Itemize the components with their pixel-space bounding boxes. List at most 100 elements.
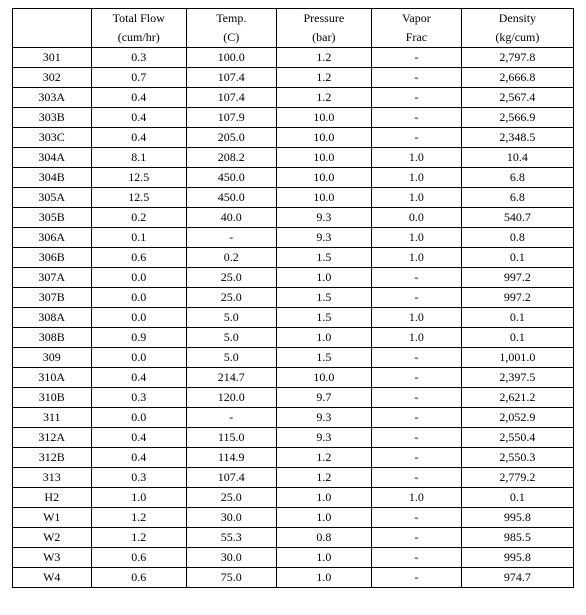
table-row: 306A0.1-9.31.00.8 bbox=[13, 228, 574, 248]
table-row: 305B0.240.09.30.0540.7 bbox=[13, 208, 574, 228]
cell-id: 307A bbox=[13, 268, 92, 288]
cell-den: 2,779.2 bbox=[461, 468, 573, 488]
table-row: 3020.7107.41.2-2,666.8 bbox=[13, 68, 574, 88]
cell-temp: 100.0 bbox=[186, 48, 276, 68]
cell-pres: 1.0 bbox=[276, 488, 371, 508]
cell-temp: 30.0 bbox=[186, 508, 276, 528]
table-row: 308B0.95.01.01.00.1 bbox=[13, 328, 574, 348]
cell-id: W1 bbox=[13, 508, 92, 528]
cell-id: 312B bbox=[13, 448, 92, 468]
cell-temp: 115.0 bbox=[186, 428, 276, 448]
cell-den: 0.1 bbox=[461, 308, 573, 328]
cell-den: 6.8 bbox=[461, 168, 573, 188]
cell-temp: 114.9 bbox=[186, 448, 276, 468]
cell-den: 10.4 bbox=[461, 148, 573, 168]
cell-temp: 450.0 bbox=[186, 188, 276, 208]
cell-temp: 55.3 bbox=[186, 528, 276, 548]
table-row: 3130.3107.41.2-2,779.2 bbox=[13, 468, 574, 488]
table-row: 307A0.025.01.0-997.2 bbox=[13, 268, 574, 288]
cell-vap: - bbox=[372, 528, 462, 548]
cell-pres: 1.5 bbox=[276, 308, 371, 328]
cell-id: 303B bbox=[13, 108, 92, 128]
table-row: W30.630.01.0-995.8 bbox=[13, 548, 574, 568]
cell-vap: 1.0 bbox=[372, 188, 462, 208]
cell-vap: 1.0 bbox=[372, 148, 462, 168]
table-row: 310B0.3120.09.7-2,621.2 bbox=[13, 388, 574, 408]
cell-id: 308B bbox=[13, 328, 92, 348]
head-pres-bot: (bar) bbox=[276, 28, 371, 48]
header-row-bottom: (cum/hr) (C) (bar) Frac (kg/cum) bbox=[13, 28, 574, 48]
cell-den: 2,550.4 bbox=[461, 428, 573, 448]
cell-id: 310B bbox=[13, 388, 92, 408]
head-temp-top: Temp. bbox=[186, 9, 276, 29]
cell-temp: 40.0 bbox=[186, 208, 276, 228]
table-row: 305A12.5450.010.01.06.8 bbox=[13, 188, 574, 208]
cell-id: 312A bbox=[13, 428, 92, 448]
table-row: 308A0.05.01.51.00.1 bbox=[13, 308, 574, 328]
head-den-bot: (kg/cum) bbox=[461, 28, 573, 48]
cell-flow: 0.6 bbox=[91, 248, 186, 268]
cell-pres: 1.0 bbox=[276, 508, 371, 528]
cell-flow: 0.3 bbox=[91, 48, 186, 68]
cell-vap: - bbox=[372, 408, 462, 428]
cell-pres: 10.0 bbox=[276, 368, 371, 388]
cell-den: 974.7 bbox=[461, 568, 573, 588]
cell-temp: - bbox=[186, 228, 276, 248]
cell-den: 2,348.5 bbox=[461, 128, 573, 148]
data-table: Total Flow Temp. Pressure Vapor Density … bbox=[12, 8, 574, 588]
table-row: 312B0.4114.91.2-2,550.3 bbox=[13, 448, 574, 468]
cell-vap: 1.0 bbox=[372, 488, 462, 508]
cell-temp: 5.0 bbox=[186, 328, 276, 348]
head-vap-bot: Frac bbox=[372, 28, 462, 48]
cell-pres: 1.0 bbox=[276, 268, 371, 288]
cell-flow: 0.4 bbox=[91, 448, 186, 468]
cell-vap: - bbox=[372, 368, 462, 388]
cell-id: 309 bbox=[13, 348, 92, 368]
cell-den: 0.1 bbox=[461, 248, 573, 268]
cell-den: 997.2 bbox=[461, 288, 573, 308]
cell-flow: 0.2 bbox=[91, 208, 186, 228]
cell-den: 2,566.9 bbox=[461, 108, 573, 128]
table-row: 304A8.1208.210.01.010.4 bbox=[13, 148, 574, 168]
table-row: 303A0.4107.41.2-2,567.4 bbox=[13, 88, 574, 108]
cell-vap: - bbox=[372, 268, 462, 288]
table-row: 303C0.4205.010.0-2,348.5 bbox=[13, 128, 574, 148]
table-row: H21.025.01.01.00.1 bbox=[13, 488, 574, 508]
cell-pres: 1.2 bbox=[276, 48, 371, 68]
cell-vap: - bbox=[372, 348, 462, 368]
cell-flow: 1.2 bbox=[91, 528, 186, 548]
cell-vap: - bbox=[372, 108, 462, 128]
cell-pres: 0.8 bbox=[276, 528, 371, 548]
table-row: 304B12.5450.010.01.06.8 bbox=[13, 168, 574, 188]
cell-den: 2,797.8 bbox=[461, 48, 573, 68]
cell-vap: 1.0 bbox=[372, 328, 462, 348]
table-row: 310A0.4214.710.0-2,397.5 bbox=[13, 368, 574, 388]
cell-den: 0.8 bbox=[461, 228, 573, 248]
cell-den: 0.1 bbox=[461, 488, 573, 508]
cell-temp: 205.0 bbox=[186, 128, 276, 148]
cell-flow: 0.9 bbox=[91, 328, 186, 348]
cell-den: 2,567.4 bbox=[461, 88, 573, 108]
table-container: Total Flow Temp. Pressure Vapor Density … bbox=[0, 0, 586, 596]
cell-pres: 10.0 bbox=[276, 188, 371, 208]
cell-flow: 0.0 bbox=[91, 288, 186, 308]
cell-flow: 0.0 bbox=[91, 268, 186, 288]
cell-flow: 0.4 bbox=[91, 108, 186, 128]
cell-temp: 5.0 bbox=[186, 348, 276, 368]
cell-id: 303C bbox=[13, 128, 92, 148]
cell-pres: 1.2 bbox=[276, 68, 371, 88]
cell-flow: 0.1 bbox=[91, 228, 186, 248]
cell-vap: 1.0 bbox=[372, 228, 462, 248]
cell-den: 540.7 bbox=[461, 208, 573, 228]
cell-flow: 0.7 bbox=[91, 68, 186, 88]
cell-pres: 1.5 bbox=[276, 248, 371, 268]
cell-id: 310A bbox=[13, 368, 92, 388]
cell-temp: 107.4 bbox=[186, 88, 276, 108]
cell-id: 302 bbox=[13, 68, 92, 88]
cell-temp: 25.0 bbox=[186, 268, 276, 288]
cell-flow: 12.5 bbox=[91, 168, 186, 188]
head-flow-bot: (cum/hr) bbox=[91, 28, 186, 48]
cell-pres: 1.5 bbox=[276, 288, 371, 308]
cell-temp: 0.2 bbox=[186, 248, 276, 268]
cell-vap: 0.0 bbox=[372, 208, 462, 228]
